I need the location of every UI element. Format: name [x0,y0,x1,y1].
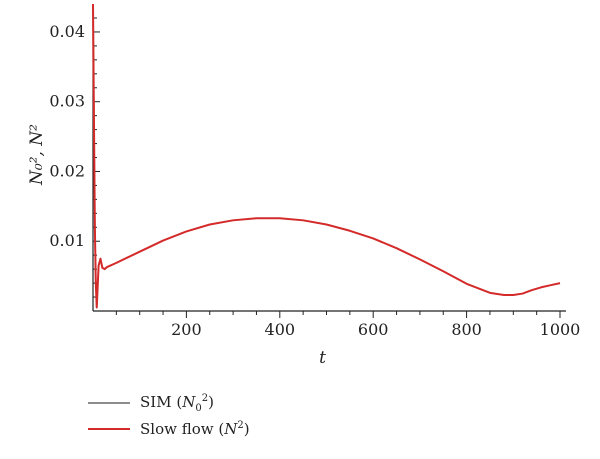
legend-swatch-slow-flow [88,428,130,430]
x-tick-label: 400 [265,320,296,339]
legend-swatch-sim [88,402,130,404]
axis-titles: t N₀², N² [27,124,326,368]
series-lines [92,4,561,309]
legend-label-sim: SIM (N02) [140,392,214,414]
legend: SIM (N02) Slow flow (N2) [88,390,250,442]
y-tick-label: 0.03 [49,92,85,111]
axes [92,18,566,312]
y-tick-label: 0.02 [49,161,85,180]
y-axis-title: N₀², N² [27,124,47,186]
line-chart: 200 400 600 800 1000 0.01 0.02 0.03 0.04 t N₀², N… [27,4,581,368]
x-tick-label: 600 [358,320,389,339]
x-tick-label: 1000 [540,320,581,339]
x-tick-label: 800 [451,320,482,339]
legend-item-sim: SIM (N02) [88,390,250,416]
y-tick-label: 0.04 [49,22,85,41]
x-axis-title: t [319,348,326,368]
series-line-slow-flow [92,4,561,309]
legend-item-slow-flow: Slow flow (N2) [88,416,250,442]
ticks: 200 400 600 800 1000 0.01 0.02 0.03 0.04 [49,17,581,339]
legend-label-slow-flow: Slow flow (N2) [140,420,250,438]
y-tick-label: 0.01 [49,231,85,250]
x-tick-label: 200 [171,320,202,339]
